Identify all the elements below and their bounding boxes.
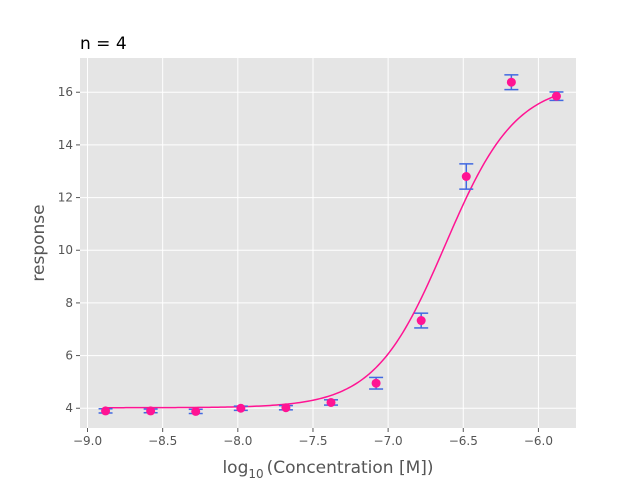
x-tick-label: −9.0: [73, 434, 102, 448]
data-point: [461, 172, 471, 182]
data-point: [506, 77, 516, 87]
x-tick-label: −6.5: [449, 434, 478, 448]
y-tick-label: 12: [58, 191, 73, 205]
x-tick-label: −7.5: [298, 434, 327, 448]
data-point: [416, 316, 426, 326]
y-tick-label: 14: [58, 138, 73, 152]
y-axis-title: response: [29, 204, 49, 281]
x-axis-title-prefix: log: [222, 458, 248, 478]
data-point: [551, 91, 561, 101]
y-tick-label: 16: [58, 85, 73, 99]
data-point: [101, 406, 111, 416]
x-tick-label: −6.0: [524, 434, 553, 448]
data-points: [101, 77, 561, 416]
y-tick-label: 10: [58, 243, 73, 257]
data-point: [371, 378, 381, 388]
data-point: [191, 406, 201, 416]
x-tick-label: −8.0: [223, 434, 252, 448]
data-point: [146, 406, 156, 416]
y-axis: 4 6 8 10 12 14 16: [58, 85, 80, 415]
data-point: [326, 397, 336, 407]
y-tick-label: 6: [65, 349, 73, 363]
x-axis-title: log10 (Concentration [M]): [222, 458, 433, 480]
x-tick-label: −7.0: [374, 434, 403, 448]
x-axis-title-suffix: (Concentration [M]): [267, 458, 434, 478]
y-tick-label: 4: [65, 401, 73, 415]
fit-curve: [105, 94, 557, 409]
x-axis: −9.0 −8.5 −8.0 −7.5 −7.0 −6.5 −6.0: [73, 428, 553, 448]
data-point: [236, 403, 246, 413]
x-axis-title-subscript: 10: [248, 467, 263, 480]
data-point: [281, 403, 291, 413]
x-tick-label: −8.5: [148, 434, 177, 448]
chart-title: n = 4: [80, 34, 127, 54]
plot-area: [80, 58, 576, 428]
y-tick-label: 8: [65, 296, 73, 310]
